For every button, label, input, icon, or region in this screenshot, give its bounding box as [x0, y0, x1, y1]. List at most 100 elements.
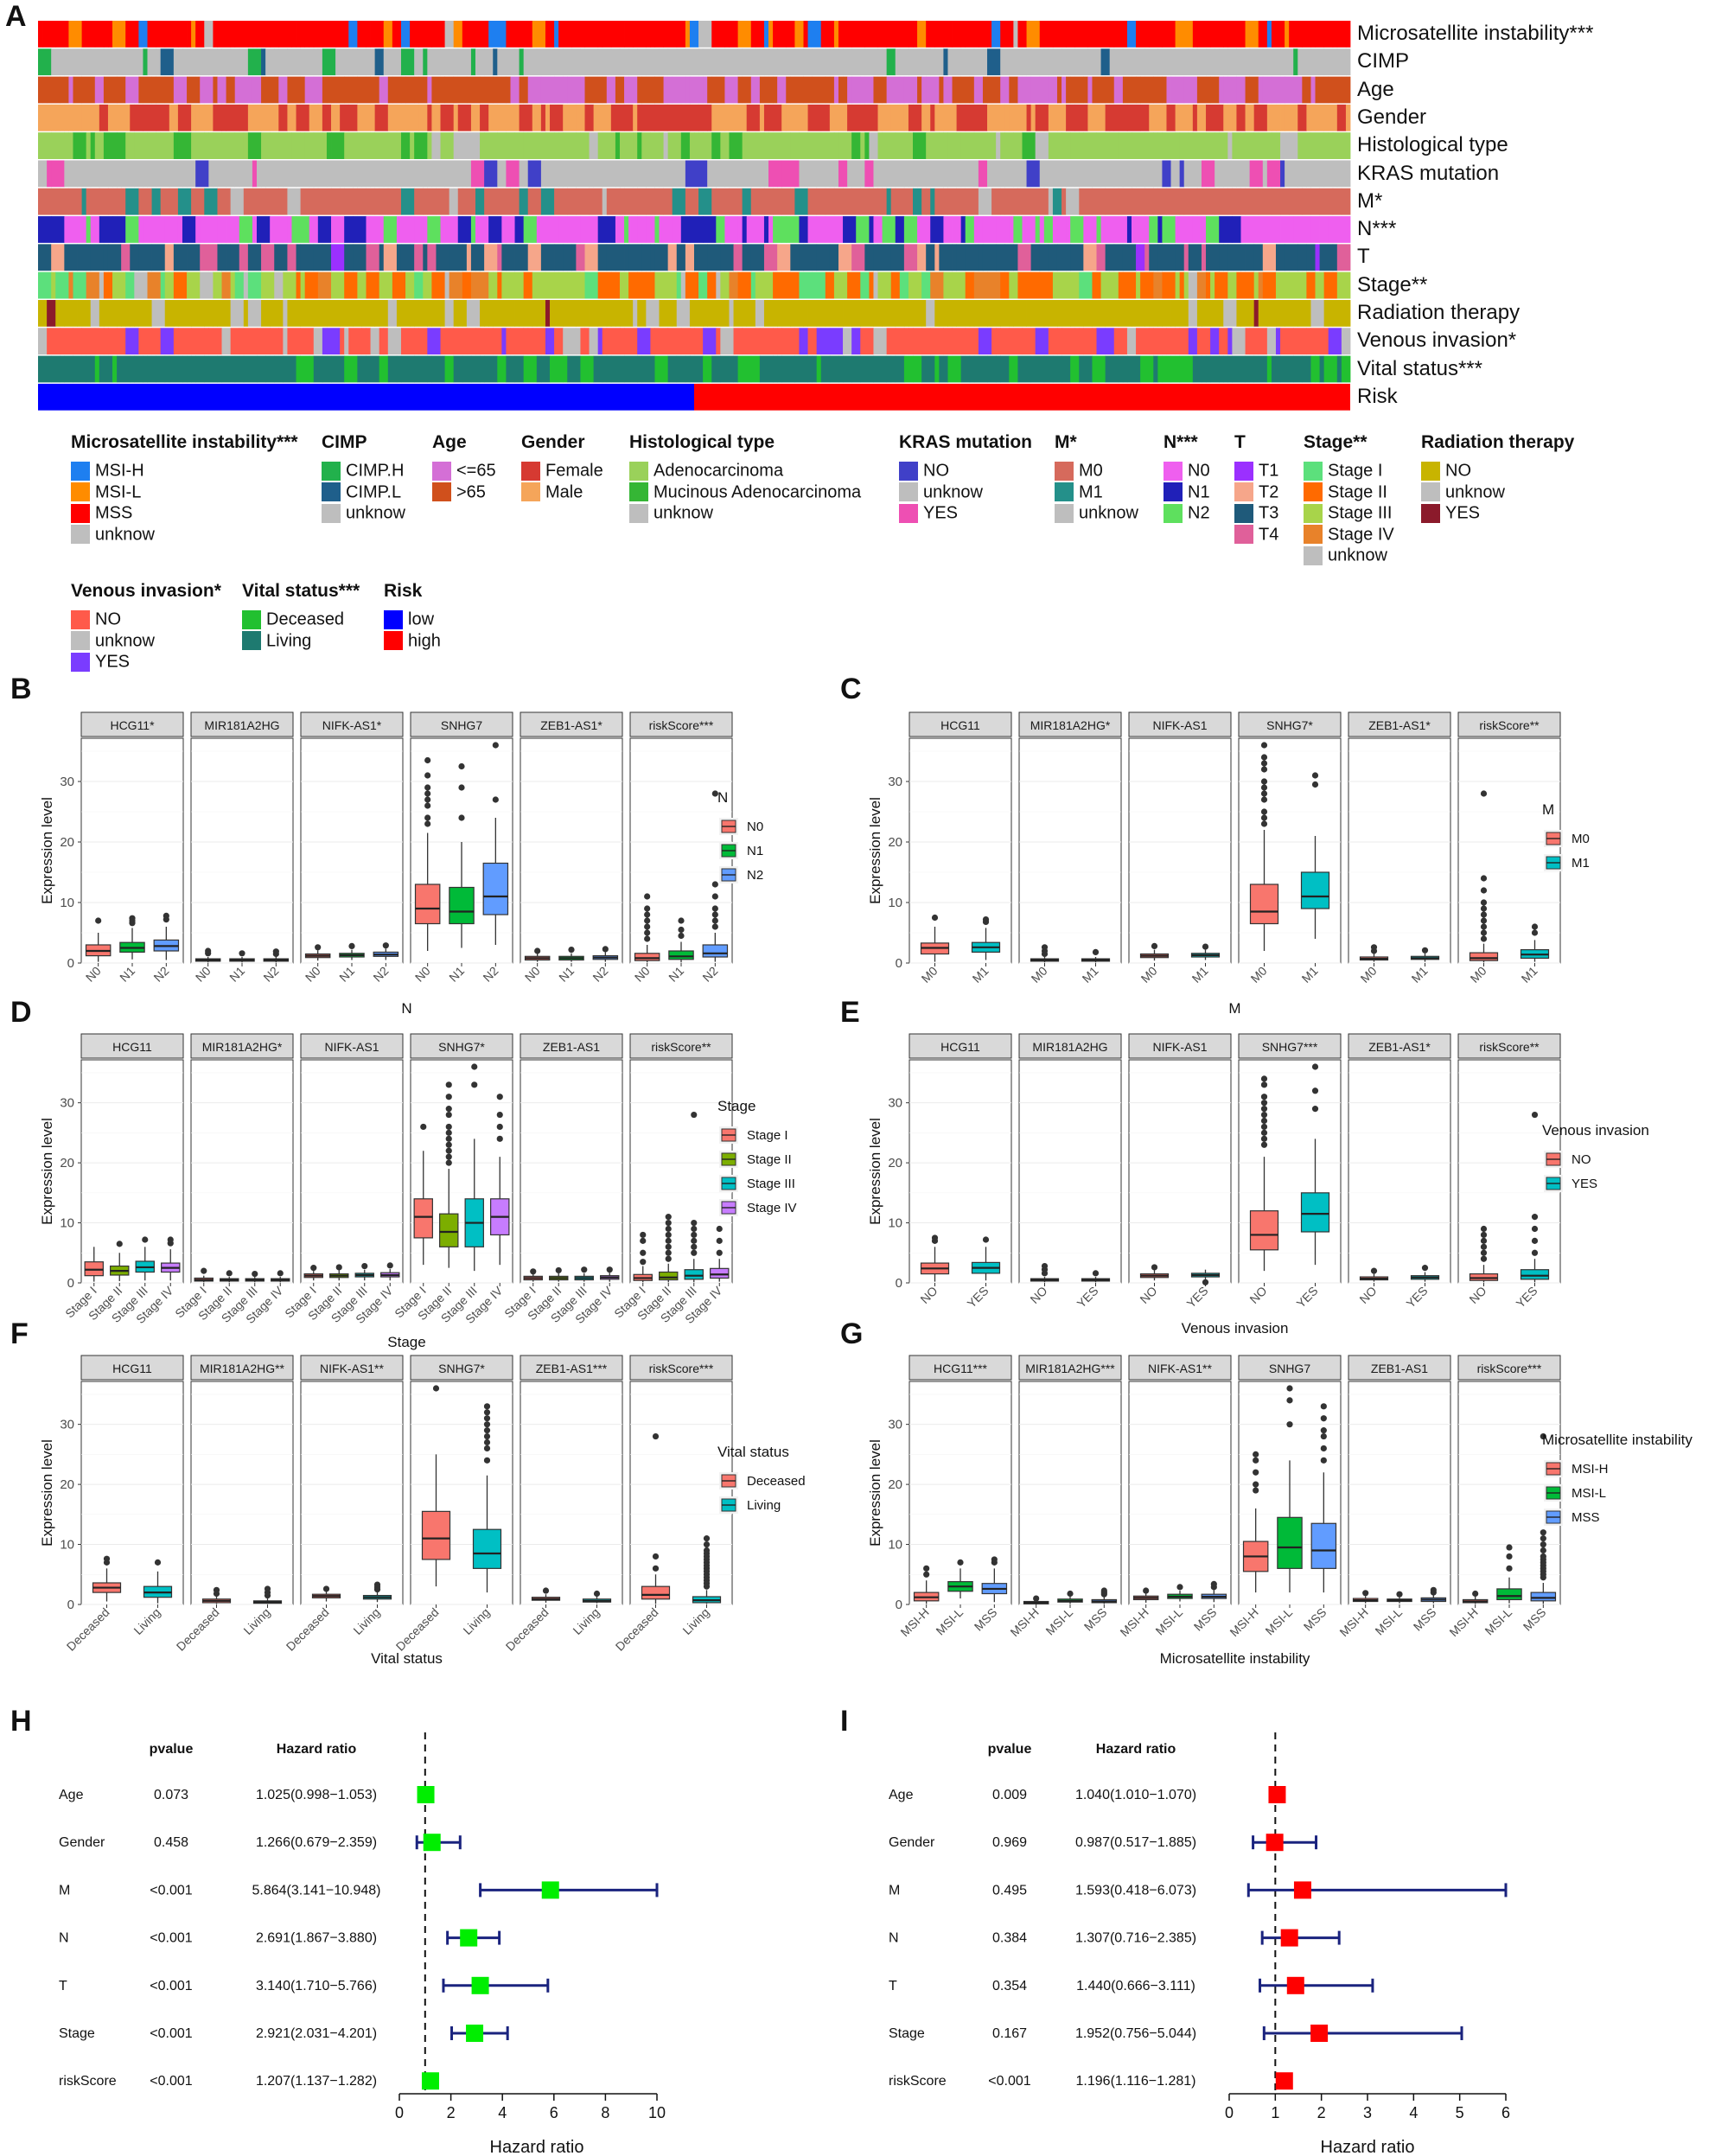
outlier-point [1320, 1432, 1327, 1440]
heatmap-cell [829, 76, 835, 104]
heatmap-track-2 [38, 76, 1351, 104]
heatmap-cell [221, 104, 226, 131]
heatmap-cell [1201, 160, 1215, 188]
heatmap-cell [554, 48, 564, 76]
heatmap-cell [589, 216, 599, 243]
heatmap-cell [1092, 300, 1106, 327]
facet-plot-area [1128, 737, 1232, 964]
outlier-point [458, 784, 465, 791]
heatmap-cell [1306, 328, 1311, 355]
heatmap-cell [895, 21, 909, 48]
heatmap-cell [829, 244, 839, 271]
heatmap-cell [68, 21, 82, 48]
heatmap-cell [886, 355, 892, 383]
heatmap-cell [353, 300, 362, 327]
heatmap-cell [164, 271, 170, 299]
heatmap-cell [519, 160, 525, 188]
heatmap-cell [191, 188, 196, 215]
heatmap-cell [466, 76, 481, 104]
x-tick-label: Deceased [613, 1605, 661, 1654]
heatmap-cell [903, 355, 914, 383]
heatmap-cell [191, 355, 196, 383]
outlier-point [1480, 917, 1488, 924]
heatmap-cell [1122, 160, 1132, 188]
heatmap-cell [357, 76, 371, 104]
heatmap-cell [820, 21, 835, 48]
heatmap-cell [646, 271, 655, 299]
heatmap-cell [750, 188, 765, 215]
column-header-pvalue: pvalue [988, 1742, 1032, 1757]
heatmap-cell [873, 328, 888, 355]
heatmap-cell [1227, 48, 1237, 76]
heatmap-cell [877, 132, 883, 159]
heatmap-cell [226, 76, 236, 104]
heatmap-cell [584, 48, 599, 76]
outlier-point [1480, 935, 1488, 942]
heatmap-cell [1105, 76, 1115, 104]
legend-swatch [1234, 525, 1253, 545]
heatmap-cell [125, 216, 139, 243]
legend-swatch [322, 503, 341, 523]
heatmap-cell [470, 244, 476, 271]
heatmap-cell [514, 48, 520, 76]
box [634, 953, 660, 961]
heatmap-cell [707, 104, 712, 131]
heatmap-cell [400, 21, 411, 48]
heatmap-cell [1074, 21, 1088, 48]
heatmap-cell [1105, 132, 1119, 159]
heatmap-cell [1293, 216, 1298, 243]
heatmap-cell [38, 48, 52, 76]
legend-label: Living [266, 631, 312, 651]
heatmap-cell [1280, 355, 1294, 383]
x-tick-label: MSS [1191, 1605, 1220, 1634]
heatmap-cell [1336, 244, 1342, 271]
facet-title: ZEB1-AS1* [540, 718, 602, 732]
row-pvalue: <0.001 [150, 1931, 192, 1946]
heatmap-cell [60, 355, 65, 383]
heatmap-cell [1328, 132, 1334, 159]
heatmap-cell [545, 132, 555, 159]
outlier-point [1260, 1141, 1268, 1148]
heatmap-cell [860, 76, 874, 104]
heatmap-cell [1196, 104, 1207, 131]
heatmap-cell [777, 328, 782, 355]
heatmap-cell [400, 132, 411, 159]
heatmap-cell [169, 355, 183, 383]
heatmap-cell [659, 132, 664, 159]
heatmap-cell [742, 271, 752, 299]
heatmap-cell [1113, 328, 1128, 355]
heatmap-cell [427, 76, 432, 104]
outlier-point [471, 1063, 478, 1070]
heatmap-track-10 [38, 300, 1351, 327]
heatmap-cell [1332, 188, 1342, 215]
x-axis-label: Vital status [371, 1650, 443, 1667]
heatmap-cell [55, 300, 65, 327]
outlier-point [716, 1237, 723, 1244]
heatmap-cell [278, 132, 288, 159]
heatmap-cell [1275, 328, 1281, 355]
heatmap-cell [1232, 188, 1241, 215]
heatmap-cell [1083, 76, 1088, 104]
heatmap-cell [497, 188, 511, 215]
heatmap-cell [1323, 328, 1329, 355]
heatmap-cell [755, 21, 765, 48]
heatmap-cell [786, 104, 800, 131]
x-tick-label: Deceased [284, 1605, 332, 1654]
heatmap-cell [1004, 104, 1010, 131]
heatmap-cell [877, 48, 883, 76]
heatmap-cell [996, 328, 1001, 355]
heatmap-cell [1118, 188, 1132, 215]
heatmap-cell [200, 216, 205, 243]
outlier-point [1092, 1270, 1100, 1277]
heatmap-cell [374, 188, 380, 215]
heatmap-cell [567, 188, 577, 215]
heatmap-cell [716, 216, 721, 243]
heatmap-cell [1223, 244, 1228, 271]
heatmap-cell [886, 328, 896, 355]
heatmap-cell [1310, 132, 1325, 159]
heatmap-cell [1144, 160, 1154, 188]
heatmap-cell [370, 48, 376, 76]
hr-marker [423, 1834, 441, 1852]
heatmap-cell [873, 300, 883, 327]
legend-swatch [71, 482, 90, 502]
